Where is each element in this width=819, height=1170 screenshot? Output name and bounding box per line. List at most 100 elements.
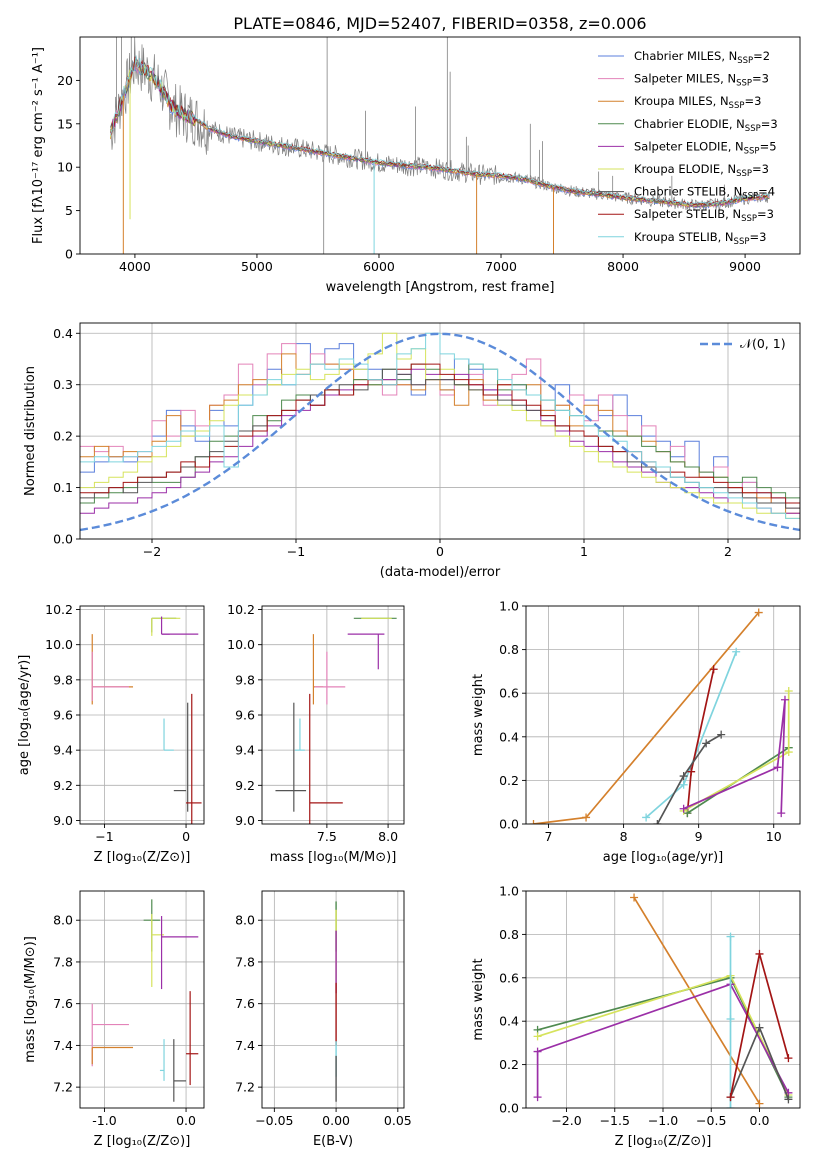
plot-area (91, 899, 199, 1102)
errorbar-point (186, 693, 202, 824)
y-tick-label: 0.2 (53, 429, 73, 444)
histogram-salpeter-elodie (80, 368, 800, 519)
x-tick-label: 7 (545, 829, 553, 844)
x-tick-label: 7000 (485, 259, 517, 274)
legend-text: Kroupa STELIB, N (634, 230, 734, 244)
chart-residual-histogram: −2 −1 0 1 2 0.0 0.1 0.2 0.3 0.4 (data-model)/error… (23, 322, 801, 580)
weight-line-chabrier-stelib (656, 733, 722, 824)
x-axis-label: Z [log₁₀(Z/Z⊙)] (94, 1134, 191, 1149)
legend-text: Kroupa MILES, N (634, 94, 729, 108)
chart-mass-vs-ebv: −0.05 0.00 0.05 7.2 7.4 7.6 7.8 8.0 E(B-V) (235, 890, 412, 1149)
errorbar-point (91, 1003, 129, 1067)
plus-marker (773, 763, 782, 772)
model-line-kroupa-stelib (110, 55, 770, 205)
legend-subscript: SSP (745, 124, 761, 134)
legend-value: =3 (752, 162, 769, 176)
errorbar-point (309, 693, 343, 824)
y-axis-label: Flux [fλ10⁻¹⁷ erg cm⁻² s⁻¹ A⁻¹] (31, 47, 46, 244)
weight-line-salpeter-elodie (536, 983, 790, 1098)
y-tick-label: 8.0 (53, 913, 73, 928)
y-tick-label: 9.6 (53, 708, 73, 723)
plus-marker (533, 1032, 542, 1041)
x-axis-label: E(B-V) (313, 1134, 353, 1149)
y-tick-label: 20 (57, 73, 73, 88)
x-tick-label: 0 (182, 829, 190, 844)
y-axis-label: mass weight (471, 958, 486, 1040)
legend-value: =3 (744, 94, 761, 108)
y-tick-label: 0.8 (499, 642, 519, 657)
legend-text: Salpeter MILES, N (634, 72, 736, 86)
plus-marker (754, 608, 763, 617)
legend-text: Salpeter ELODIE, N (634, 139, 744, 153)
y-tick-label: 9.4 (53, 743, 73, 758)
plus-marker (755, 1099, 764, 1108)
x-tick-label: 7.5 (317, 829, 337, 844)
x-tick-label: −1 (95, 829, 113, 844)
plus-marker (726, 1104, 735, 1108)
legend-subscript: SSP (741, 214, 757, 224)
x-tick-label: 1 (580, 544, 588, 559)
y-tick-label: 10.2 (45, 602, 73, 617)
x-tick-label: 10 (766, 829, 782, 844)
x-tick-label: 5000 (241, 259, 273, 274)
axes-frame (79, 36, 801, 255)
errorbar-point (314, 651, 346, 705)
legend-subscript: SSP (729, 101, 745, 111)
plus-marker (702, 739, 711, 748)
y-tick-label: 9.2 (235, 778, 255, 793)
y-tick-label: 0.0 (499, 1101, 519, 1116)
y-tick-label: 15 (57, 116, 73, 131)
y-tick-label: 0.6 (499, 970, 519, 985)
legend-value: =3 (752, 72, 769, 86)
y-axis-label: mass weight (471, 674, 486, 756)
histogram-kroupa-stelib (80, 332, 800, 519)
histogram-chabrier-stelib (80, 368, 800, 514)
legend-value: =2 (753, 49, 770, 63)
x-axis-label: age [log₁₀(age/yr)] (603, 850, 724, 865)
plus-marker (784, 1095, 793, 1104)
y-tick-label: 7.2 (53, 1080, 73, 1095)
weight-line-kroupa-elodie (683, 691, 790, 812)
legend-entry-label: Kroupa STELIB, NSSP=3 (634, 230, 766, 247)
legend-subscript: SSP (734, 237, 750, 247)
y-tick-label: 0.0 (499, 817, 519, 832)
plus-marker (755, 1023, 764, 1032)
figure-title: PLATE=0846, MJD=52407, FIBERID=0358, z=0… (233, 14, 646, 33)
plot-area (80, 332, 800, 532)
legend-value: =5 (760, 139, 777, 153)
x-tick-label: -1.0 (92, 1113, 116, 1128)
y-tick-label: 0.6 (499, 686, 519, 701)
y-tick-label: 0.1 (53, 480, 73, 495)
axes-frame (79, 890, 205, 1109)
plus-marker (533, 1093, 542, 1102)
plus-marker (687, 767, 696, 776)
y-tick-label: 5 (65, 203, 73, 218)
x-axis-label: mass [log₁₀(M/M⊙)] (270, 850, 397, 865)
chart-spectrum: 4000 5000 6000 7000 8000 9000 0 5 10 15 20 waveleng… (31, 36, 801, 295)
legend-subscript: SSP (737, 56, 753, 66)
legend-value: =4 (758, 185, 775, 199)
y-tick-label: 7.4 (235, 1038, 255, 1053)
y-tick-label: 8.0 (235, 913, 255, 928)
y-tick-label: 9.8 (235, 672, 255, 687)
y-axis-label: mass [log₁₀(M/M⊙)] (23, 936, 38, 1063)
y-tick-label: 0.8 (499, 927, 519, 942)
y-tick-label: 7.2 (235, 1080, 255, 1095)
x-tick-label: 0 (436, 544, 444, 559)
plus-marker (529, 820, 538, 824)
chart-age-vs-mass: 7.5 8.0 9.0 9.2 9.4 9.6 9.8 10.0 10.2 mass [log₁₀… (227, 602, 405, 865)
x-tick-label: 8 (620, 829, 628, 844)
errorbar-point (91, 1046, 134, 1065)
chart-weight-vs-age: 7 8 9 10 0.0 0.2 0.4 0.6 0.8 1.0 age [log₁₀(age/yr… (471, 599, 801, 865)
x-tick-label: −1.0 (648, 1113, 678, 1128)
legend-entry-label: Chabrier ELODIE, NSSP=3 (634, 117, 778, 134)
errorbar-point (151, 617, 177, 633)
legend-entry-label: Chabrier STELIB, NSSP=4 (634, 185, 775, 202)
x-tick-label: 0.05 (384, 1113, 412, 1128)
y-tick-label: 7.8 (53, 954, 73, 969)
legend-text: Chabrier STELIB, N (634, 185, 742, 199)
plus-marker (784, 1054, 793, 1063)
y-tick-label: 1.0 (499, 884, 519, 899)
